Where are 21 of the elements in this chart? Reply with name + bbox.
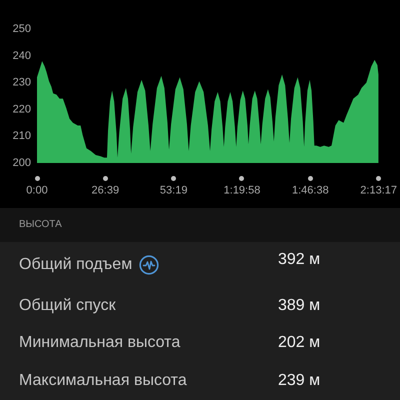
y-tick-label: 240: [12, 50, 31, 62]
y-tick-label: 230: [12, 76, 31, 89]
x-tick-label: 1:46:38: [292, 184, 329, 196]
y-tick-label: 250: [12, 23, 31, 35]
x-tick-label: 53:19: [160, 184, 188, 196]
x-tick-label: 2:13:17: [360, 184, 397, 196]
text: Минимальная высота: [19, 334, 180, 352]
text: Общий подъем: [19, 256, 132, 274]
x-tick-label: 1:19:58: [224, 184, 260, 196]
x-tick-label: 0:00: [26, 184, 48, 196]
text: ВЫСОТА: [19, 219, 62, 231]
text: 202 м: [278, 333, 320, 353]
text: 392 м: [278, 250, 320, 270]
y-tick-label: 220: [12, 103, 31, 116]
x-tick-label: 26:39: [92, 184, 120, 196]
y-tick-label: 200: [12, 157, 31, 169]
text: 239 м: [278, 371, 320, 391]
text: 389 м: [278, 296, 320, 316]
text: Общий спуск: [19, 297, 116, 315]
y-tick-label: 210: [12, 130, 31, 142]
text: Максимальная высота: [19, 372, 187, 390]
